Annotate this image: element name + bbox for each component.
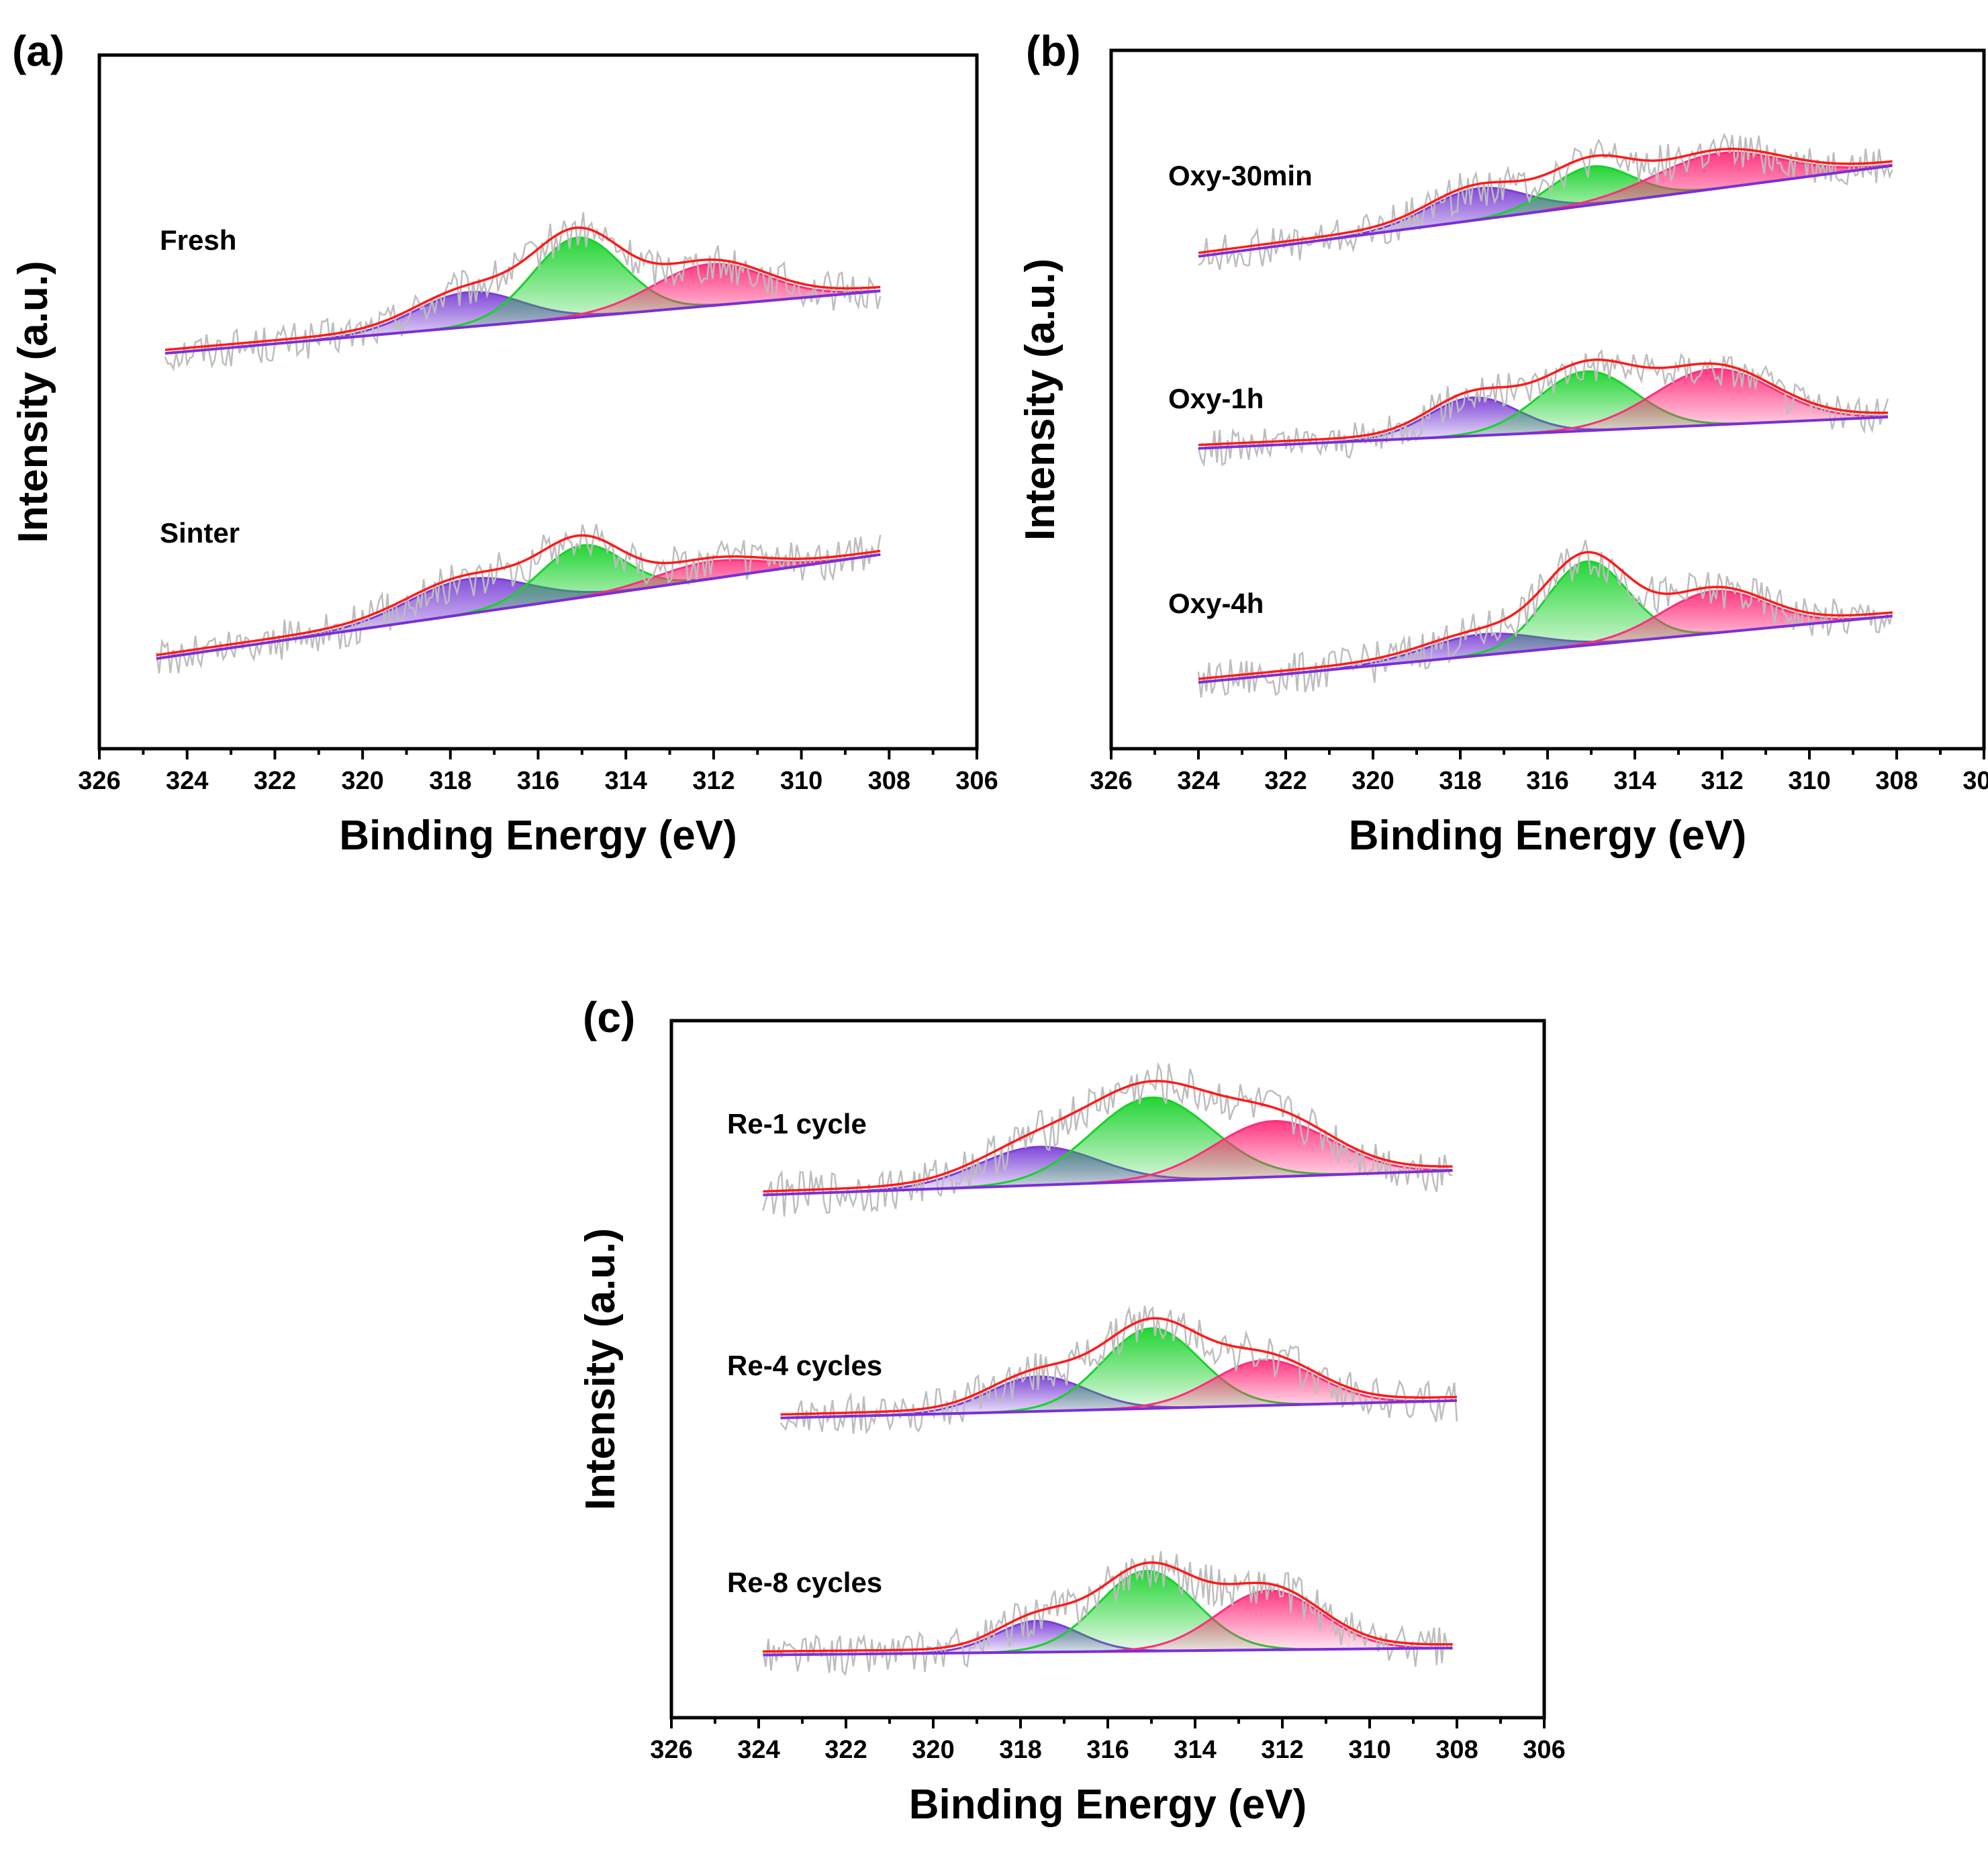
spectrum-c-3	[762, 1550, 1454, 1676]
x-tick-label-a: 322	[254, 767, 296, 795]
x-tick-label-c: 308	[1435, 1736, 1478, 1764]
spectrum-a-1	[164, 212, 882, 372]
x-tick-label-b: 322	[1264, 767, 1307, 795]
x-tick-label-a: 326	[78, 767, 120, 795]
x-tick-label-c: 306	[1523, 1736, 1565, 1764]
raw-data-line-b	[1197, 349, 1889, 467]
background-line-a	[164, 289, 881, 355]
spectrum-b-1	[1198, 132, 1893, 271]
peak-fill-c	[1033, 1360, 1457, 1411]
peak-fill-c	[855, 1620, 1219, 1655]
x-tick-label-a: 320	[341, 767, 383, 795]
x-tick-label-c: 316	[1086, 1736, 1129, 1764]
x-tick-label-c: 314	[1174, 1736, 1216, 1764]
raw-data-line-b	[1197, 539, 1893, 698]
x-tick-label-c: 326	[650, 1736, 692, 1764]
envelope-line-c	[763, 1080, 1453, 1193]
background-line-c	[763, 1169, 1453, 1197]
background-line-c	[780, 1399, 1458, 1420]
peak-fill-a	[379, 237, 776, 335]
peak-fill-b	[1435, 152, 1893, 226]
x-tick-label-b: 310	[1788, 767, 1830, 795]
x-tick-label-b: 312	[1701, 767, 1743, 795]
peak-fill-b	[1275, 397, 1671, 445]
spectrum-c-2	[779, 1305, 1458, 1435]
envelope-line-a	[164, 226, 881, 351]
envelope-line-a	[156, 534, 881, 657]
spectrum-c-1	[762, 1061, 1453, 1217]
peak-fill-c	[937, 1328, 1366, 1414]
spectrum-a-2	[155, 524, 882, 674]
peak-fill-c	[888, 1097, 1416, 1191]
x-tick-label-a: 318	[429, 767, 471, 795]
x-tick-label-b: 324	[1177, 767, 1219, 795]
y-axis-title-b: Intensity (a.u.)	[1017, 259, 1063, 541]
panel-letter-b: (b)	[1026, 27, 1081, 75]
raw-data-line-c	[762, 1061, 1453, 1217]
x-axis-title-b: Binding Energy (eV)	[1349, 813, 1746, 859]
peak-fill-c	[933, 1571, 1363, 1653]
x-tick-label-a: 324	[166, 767, 208, 795]
x-tick-label-b: 326	[1090, 767, 1132, 795]
sample-label-c-1: Re-1 cycle	[727, 1108, 867, 1140]
background-line-b	[1198, 164, 1893, 258]
x-tick-label-b: 318	[1439, 767, 1481, 795]
x-tick-label-a: 310	[780, 767, 822, 795]
peak-fill-a	[398, 545, 763, 624]
x-tick-label-c: 324	[737, 1736, 779, 1764]
x-axis-title-a: Binding Energy (eV)	[339, 813, 737, 859]
x-tick-label-a: 308	[868, 767, 910, 795]
x-tick-label-a: 312	[692, 767, 735, 795]
sample-label-c-3: Re-8 cycles	[727, 1567, 882, 1598]
sample-label-b-2: Oxy-1h	[1168, 383, 1264, 414]
raw-data-line-a	[164, 212, 882, 372]
spectrum-b-2	[1197, 349, 1889, 467]
background-line-a	[156, 553, 881, 660]
sample-label-b-1: Oxy-30min	[1168, 160, 1313, 191]
x-tick-label-c: 318	[999, 1736, 1041, 1764]
x-axis-title-c: Binding Energy (eV)	[909, 1781, 1307, 1828]
x-tick-label-c: 320	[912, 1736, 954, 1764]
x-tick-label-b: 314	[1613, 767, 1656, 795]
envelope-line-b	[1198, 551, 1893, 680]
spectrum-b-3	[1197, 539, 1893, 698]
x-tick-label-b: 320	[1352, 767, 1394, 795]
envelope-line-c	[780, 1317, 1458, 1416]
sample-label-c-2: Re-4 cycles	[727, 1350, 882, 1381]
sample-label-a-2: Sinter	[160, 517, 240, 549]
peak-fill-b	[1407, 561, 1767, 663]
peak-fill-a	[236, 291, 699, 347]
x-tick-label-a: 314	[604, 767, 647, 795]
x-tick-label-b: 316	[1526, 767, 1568, 795]
x-tick-label-c: 322	[824, 1736, 867, 1764]
background-line-b	[1198, 416, 1889, 450]
peak-fill-b	[1450, 369, 1888, 437]
x-tick-label-b: 308	[1875, 767, 1918, 795]
peak-fill-b	[1409, 166, 1772, 229]
x-tick-label-a: 316	[517, 767, 559, 795]
envelope-line-c	[763, 1561, 1453, 1653]
panel-letter-c: (c)	[583, 993, 635, 1041]
peak-fill-c	[773, 1146, 1302, 1195]
envelope-line-b	[1198, 359, 1888, 447]
x-tick-label-a: 306	[955, 767, 998, 795]
background-line-b	[1198, 614, 1893, 684]
raw-data-line-c	[762, 1550, 1454, 1676]
x-tick-label-b: 306	[1962, 767, 1988, 795]
y-axis-title-a: Intensity (a.u.)	[10, 261, 56, 543]
sample-label-a-1: Fresh	[160, 224, 236, 256]
panel-letter-a: (a)	[12, 27, 64, 75]
raw-data-line-b	[1198, 132, 1893, 271]
peak-fill-b	[1481, 591, 1893, 655]
peak-fill-c	[1009, 1121, 1453, 1187]
sample-label-b-3: Oxy-4h	[1168, 588, 1264, 619]
y-axis-title-c: Intensity (a.u.)	[577, 1228, 624, 1510]
envelope-line-b	[1198, 148, 1893, 254]
background-line-c	[763, 1647, 1453, 1657]
x-tick-label-c: 312	[1261, 1736, 1303, 1764]
x-tick-label-c: 310	[1348, 1736, 1390, 1764]
